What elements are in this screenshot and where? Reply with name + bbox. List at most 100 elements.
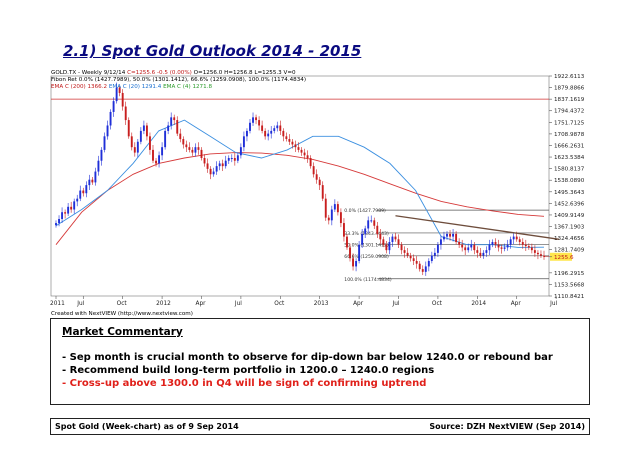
y-tick-label: 1794.4372 (554, 109, 584, 115)
candle-body (421, 269, 424, 272)
candle-body (500, 247, 503, 249)
candle-body (373, 220, 376, 226)
y-tick-label: 1255.6 (554, 255, 574, 261)
market-commentary-box: Market Commentary - Sep month is crucial… (50, 318, 590, 405)
candle-body (409, 255, 412, 259)
x-tick-label: 2011 (50, 301, 65, 307)
candle-body (145, 125, 148, 137)
candle-body (91, 179, 94, 183)
candle-body (200, 149, 203, 159)
candle-body (449, 233, 451, 237)
candle-body (85, 185, 88, 194)
candle-body (400, 244, 403, 251)
y-tick-label: 1751.7125 (554, 120, 585, 126)
candle-body (324, 198, 327, 218)
candle-body (318, 179, 321, 186)
commentary-bullet-2: - Recommend build long-term portfolio in… (62, 365, 435, 376)
y-tick-label: 1110.8421 (554, 294, 585, 300)
candle-body (330, 209, 333, 221)
candle-body (306, 155, 309, 159)
candle-body (424, 266, 427, 272)
candle-body (436, 244, 439, 253)
ema20-text: EMA C (20) 1291.4 (108, 84, 162, 90)
candle-body (352, 258, 354, 267)
candle-body (142, 125, 145, 131)
close-text: C=1255.6 (127, 70, 156, 76)
y-tick-label: 1666.2631 (554, 143, 585, 149)
candle-body (473, 244, 476, 251)
candle-body (527, 246, 530, 248)
candle-body (370, 220, 373, 222)
candle-body (355, 260, 358, 267)
candle-body (64, 212, 67, 214)
candle-body (100, 149, 103, 161)
candle-body (233, 158, 236, 161)
candle-body (255, 117, 258, 121)
candle-body (267, 133, 270, 137)
candle-body (543, 255, 545, 257)
candle-body (367, 220, 370, 229)
candle-body (376, 225, 379, 234)
candle-body (73, 201, 76, 210)
candle-body (76, 198, 79, 202)
fibo-header: Fibon Ret 0.0% (1427.7989), 50.0% (1301.… (51, 77, 307, 83)
x-tick-label: Apr (353, 301, 364, 307)
ticker-text: GOLD.TX - Weekly 9/12/14 (51, 70, 126, 76)
candle-body (130, 136, 133, 148)
candle-body (515, 236, 518, 240)
y-tick-label: 1538.0890 (554, 178, 585, 184)
candle-body (88, 179, 91, 186)
candle-body (430, 255, 433, 261)
candle-body (476, 250, 479, 253)
candle-body (127, 120, 130, 137)
candle-body (70, 206, 73, 210)
candle-body (315, 174, 318, 180)
candle-body (294, 144, 297, 148)
candle-body (103, 136, 106, 150)
y-tick-label: 1153.5668 (554, 282, 585, 288)
candle-body (161, 147, 164, 156)
candle-body (191, 149, 194, 153)
candle-body (509, 239, 512, 245)
candle-body (418, 263, 421, 270)
candle-body (388, 242, 391, 251)
candle-body (391, 236, 394, 243)
candle-body (512, 236, 515, 240)
x-tick-label: Jul (234, 301, 242, 307)
candle-body (264, 130, 267, 137)
candle-body (339, 212, 342, 224)
candle-body (252, 117, 254, 123)
candle-body (227, 158, 230, 161)
candle-body (321, 185, 324, 199)
candle-body (533, 250, 536, 253)
candle-body (149, 136, 151, 150)
chart-header-quote: GOLD.TX - Weekly 9/12/14 C=1255.6 -0.5 (… (51, 70, 296, 76)
high-text: H=1256.8 (224, 70, 253, 76)
candle-body (97, 160, 100, 172)
candle-body (333, 204, 336, 210)
x-tick-label: Apr (511, 301, 522, 307)
commentary-bullet-3: - Cross-up above 1300.0 in Q4 will be si… (62, 378, 427, 389)
candle-body (279, 125, 282, 131)
candle-body (470, 244, 473, 248)
footer-source: Source: DZH NextVIEW (Sep 2014) (429, 422, 585, 431)
candle-body (385, 244, 388, 251)
y-tick-label: 1708.9878 (554, 132, 585, 138)
open-text: O=1256.0 (193, 70, 223, 76)
candle-body (124, 106, 127, 121)
candle-body (249, 122, 251, 131)
candle-body (342, 223, 345, 237)
candle-body (230, 158, 233, 160)
fib-label: 66.6% (1259.0908) (344, 254, 389, 260)
candle-body (58, 218, 60, 224)
chart-credit: Created with NextVIEW (http://www.nextvi… (51, 311, 193, 317)
x-tick-label: Jul (392, 301, 400, 307)
candle-body (467, 247, 470, 251)
y-tick-label: 1324.4656 (554, 236, 585, 242)
candle-body (246, 130, 248, 137)
candle-body (167, 125, 170, 131)
y-tick-label: 1409.9149 (554, 213, 585, 219)
candle-body (185, 144, 188, 148)
candle-body (503, 247, 506, 249)
x-tick-label: 2012 (156, 301, 171, 307)
